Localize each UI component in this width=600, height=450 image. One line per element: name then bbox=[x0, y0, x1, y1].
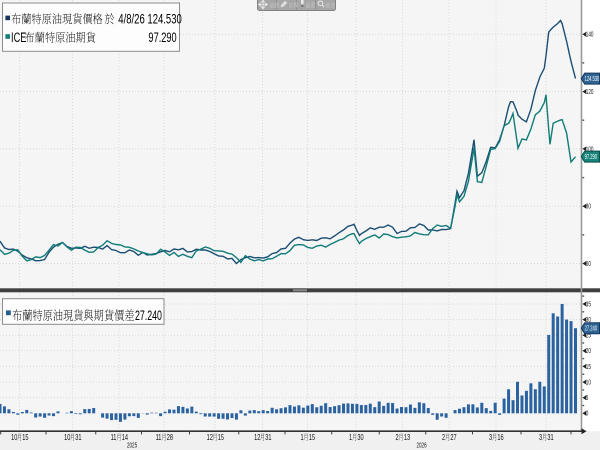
svg-text:10: 10 bbox=[64, 434, 70, 442]
svg-text:25: 25 bbox=[586, 333, 592, 340]
svg-text:2025: 2025 bbox=[127, 443, 138, 450]
svg-text:14: 14 bbox=[122, 434, 128, 442]
svg-text:ICE: ICE bbox=[11, 29, 26, 46]
svg-text:31: 31 bbox=[547, 434, 553, 442]
svg-text:2: 2 bbox=[396, 434, 399, 442]
svg-text:120: 120 bbox=[586, 89, 594, 96]
svg-text:12: 12 bbox=[254, 434, 260, 442]
svg-text:140: 140 bbox=[586, 32, 594, 39]
svg-text:3: 3 bbox=[489, 434, 492, 442]
svg-text:30: 30 bbox=[586, 317, 592, 324]
svg-text:60: 60 bbox=[586, 261, 592, 268]
svg-text:100: 100 bbox=[586, 147, 594, 154]
svg-text:15: 15 bbox=[22, 434, 28, 442]
svg-text:35: 35 bbox=[586, 302, 592, 309]
svg-text:124.530: 124.530 bbox=[585, 76, 600, 83]
svg-text:2026: 2026 bbox=[417, 443, 428, 450]
svg-text:15: 15 bbox=[309, 434, 315, 442]
svg-text:3: 3 bbox=[539, 434, 542, 442]
svg-text:31: 31 bbox=[265, 434, 271, 442]
svg-text:11: 11 bbox=[111, 434, 117, 442]
svg-text:4/8/26 124.530: 4/8/26 124.530 bbox=[118, 11, 182, 27]
svg-text:2: 2 bbox=[442, 434, 445, 442]
svg-text:31: 31 bbox=[75, 434, 81, 442]
svg-text:10: 10 bbox=[11, 434, 17, 442]
svg-text:28: 28 bbox=[167, 434, 173, 442]
svg-text:27.240: 27.240 bbox=[135, 308, 162, 324]
svg-text:30: 30 bbox=[357, 434, 363, 442]
svg-text:15: 15 bbox=[218, 434, 224, 442]
svg-text:13: 13 bbox=[404, 434, 410, 442]
svg-text:12: 12 bbox=[207, 434, 213, 442]
svg-text:97.290: 97.290 bbox=[585, 154, 597, 161]
svg-text:0: 0 bbox=[586, 411, 589, 418]
svg-text:20: 20 bbox=[586, 348, 592, 355]
svg-text:11: 11 bbox=[156, 434, 162, 442]
svg-text:10: 10 bbox=[586, 380, 592, 387]
svg-text:27: 27 bbox=[450, 434, 456, 442]
svg-text:80: 80 bbox=[586, 204, 592, 211]
svg-text:1: 1 bbox=[349, 434, 352, 442]
svg-text:15: 15 bbox=[586, 364, 592, 371]
svg-text:27.240: 27.240 bbox=[585, 326, 597, 333]
svg-text:1: 1 bbox=[301, 434, 304, 442]
svg-text:97.290: 97.290 bbox=[148, 29, 177, 46]
svg-text:16: 16 bbox=[497, 434, 503, 442]
svg-text:5: 5 bbox=[586, 395, 589, 402]
